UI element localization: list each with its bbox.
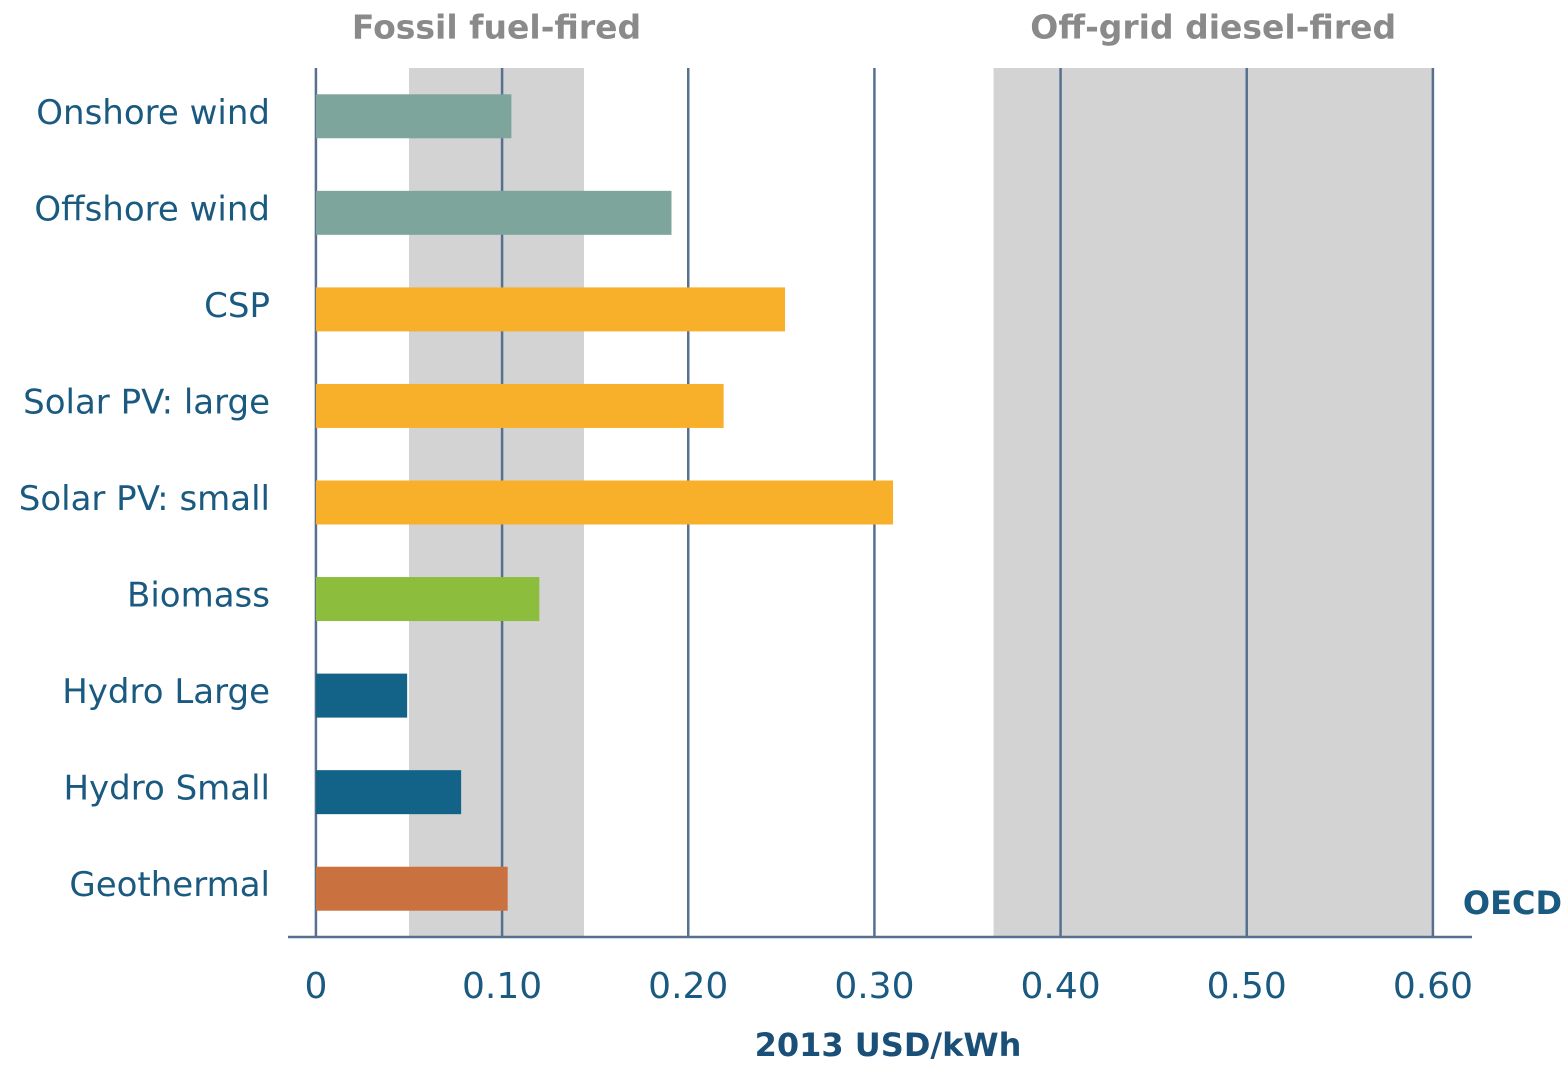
- band-label: Off-grid diesel-fired: [1030, 8, 1396, 47]
- bar: [315, 287, 786, 332]
- y-tick-label: Hydro Small: [63, 769, 270, 809]
- y-tick-label: Biomass: [127, 576, 270, 616]
- y-tick-label: Solar PV: large: [23, 382, 270, 422]
- band-label: Fossil fuel-fired: [352, 8, 641, 47]
- bar: [315, 480, 894, 525]
- bar: [315, 383, 724, 428]
- x-tick-label: 0.60: [1393, 966, 1473, 1007]
- y-tick-label: CSP: [204, 286, 270, 326]
- y-tick-label: Onshore wind: [36, 93, 270, 133]
- y-tick-label: Hydro Large: [62, 672, 270, 712]
- reference-band: [993, 68, 1433, 937]
- x-tick-label: 0.50: [1207, 966, 1287, 1007]
- x-tick-label: 0.10: [462, 966, 542, 1007]
- bar: [315, 94, 512, 139]
- x-tick-label: 0: [304, 966, 327, 1007]
- annotation: OECD: [1463, 884, 1562, 922]
- x-tick-label: 0.30: [834, 966, 914, 1007]
- y-tick-label: Geothermal: [69, 865, 270, 905]
- bar: [315, 673, 408, 718]
- y-tick-label: Offshore wind: [34, 189, 270, 229]
- bar: [315, 866, 508, 911]
- bar: [315, 190, 672, 235]
- bar: [315, 770, 462, 815]
- x-axis-label: 2013 USD/kWh: [755, 1026, 1022, 1064]
- x-tick-label: 0.20: [648, 966, 728, 1007]
- x-tick-label: 0.40: [1021, 966, 1101, 1007]
- bar: [315, 577, 540, 622]
- y-tick-label: Solar PV: small: [19, 479, 270, 519]
